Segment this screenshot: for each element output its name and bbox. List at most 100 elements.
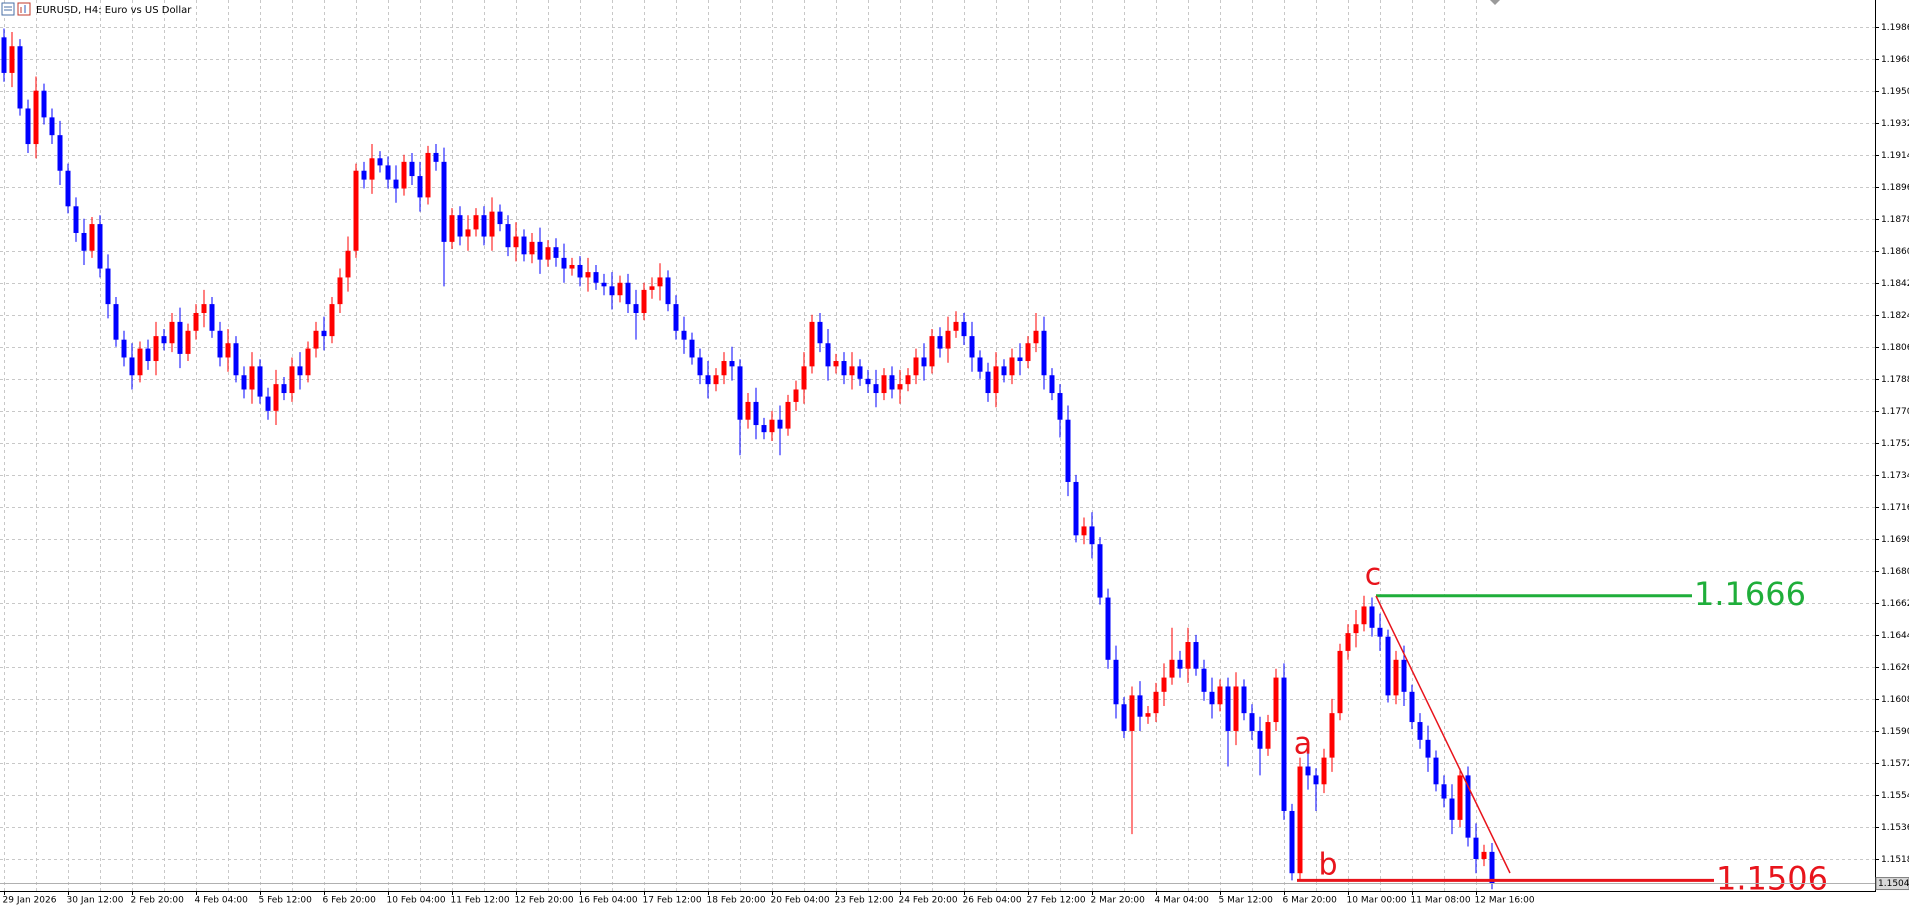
x-tick-label: 6 Feb 20:00: [323, 896, 377, 906]
candle-body: [945, 330, 951, 349]
y-tick-label: 1.17340: [1881, 471, 1909, 481]
candle-body: [1433, 757, 1439, 785]
candle-body: [1001, 366, 1007, 376]
candle-body: [745, 401, 751, 420]
candle-body: [641, 289, 647, 314]
candle-body: [825, 343, 831, 367]
candle-body: [1441, 784, 1447, 799]
candle-body: [1353, 624, 1359, 634]
candle-body: [1401, 659, 1407, 692]
candle-body: [193, 313, 199, 331]
candle-body: [897, 384, 903, 390]
candle-body: [41, 90, 47, 118]
candle-body: [329, 304, 335, 337]
candle-body: [1233, 686, 1239, 731]
candle-body: [257, 366, 263, 397]
candle-body: [121, 339, 127, 358]
candle-body: [377, 158, 383, 166]
candle-body: [57, 135, 63, 171]
candle-body: [537, 241, 543, 260]
candle-body: [1185, 642, 1191, 669]
candle-body: [1257, 730, 1263, 749]
candle-body: [1193, 642, 1199, 669]
x-tick-label: 10 Feb 04:00: [387, 896, 446, 906]
candle-body: [505, 224, 511, 248]
candle-body: [1273, 677, 1279, 723]
candle-body: [593, 272, 599, 283]
x-tick-label: 18 Feb 20:00: [707, 896, 766, 906]
candle-body: [1033, 330, 1039, 344]
x-tick-label: 2 Feb 20:00: [131, 896, 185, 906]
candle-body: [737, 366, 743, 420]
candle-body: [321, 330, 327, 337]
candle-body: [273, 384, 279, 411]
candle-body: [185, 330, 191, 354]
y-tick-label: 1.18240: [1881, 311, 1909, 321]
candle-body: [209, 304, 215, 331]
candle-body: [561, 257, 567, 269]
candle-body: [793, 389, 799, 402]
candle-body: [977, 357, 983, 372]
chart-icon[interactable]: [17, 2, 31, 16]
x-tick-label: 10 Mar 00:00: [1347, 896, 1407, 906]
candle-body: [865, 378, 871, 385]
candle-body: [833, 361, 839, 367]
axes: 1.15180 1.15360 1.15540 1.15720 1.15900 1.160…: [0, 23, 1909, 906]
y-tick-label: 1.16800: [1881, 567, 1909, 577]
candle-body: [1313, 775, 1319, 785]
candle-body: [1201, 668, 1207, 692]
overlay: 1.1666 1.1506 a b c: [1294, 558, 1828, 898]
x-tick-label: 12 Mar 16:00: [1475, 896, 1535, 906]
candle-body: [1345, 633, 1351, 651]
y-tick-label: 1.18600: [1881, 247, 1909, 257]
x-tick-label: 6 Mar 20:00: [1283, 896, 1338, 906]
candle-body: [1049, 375, 1055, 394]
candle-body: [921, 357, 927, 367]
candle-body: [553, 247, 559, 258]
candle-body: [1297, 766, 1303, 874]
candle-body: [841, 361, 847, 376]
candle-body: [425, 152, 431, 198]
x-tick-label: 5 Feb 12:00: [259, 896, 313, 906]
candle-body: [401, 161, 407, 189]
candle-body: [313, 330, 319, 349]
candle-body: [577, 264, 583, 278]
candle-body: [441, 161, 447, 242]
candle-body: [9, 46, 15, 73]
x-tick-label: 12 Feb 20:00: [515, 896, 574, 906]
y-tick-label: 1.15720: [1881, 759, 1909, 769]
y-tick-label: 1.18060: [1881, 343, 1909, 353]
y-tick-label: 1.17700: [1881, 407, 1909, 417]
candle-body: [489, 211, 495, 237]
y-tick-label: 1.16080: [1881, 695, 1909, 705]
candle-body: [681, 330, 687, 340]
candle-body: [1121, 704, 1127, 731]
candle-body: [993, 366, 999, 394]
x-tick-label: 23 Feb 12:00: [835, 896, 894, 906]
y-tick-label: 1.16620: [1881, 599, 1909, 609]
candle-body: [1369, 606, 1375, 628]
candle-body: [689, 339, 695, 358]
shift-marker[interactable]: [1490, 0, 1500, 5]
candle-body: [617, 282, 623, 296]
candle-body: [305, 348, 311, 376]
x-tick-label: 11 Feb 12:00: [451, 896, 510, 906]
candle-body: [529, 241, 535, 255]
candle-body: [1, 37, 7, 73]
grid: [0, 0, 1875, 891]
candle-body: [1217, 686, 1223, 705]
candle-body: [65, 170, 71, 207]
y-tick-label: 1.17520: [1881, 439, 1909, 449]
candle-body: [1057, 393, 1063, 420]
candle-body: [449, 215, 455, 242]
y-tick-label: 1.19140: [1881, 151, 1909, 161]
candle-body: [1409, 691, 1415, 723]
candle-body: [169, 321, 175, 344]
level-label: 1.1506: [1716, 859, 1828, 897]
window-icon[interactable]: [1, 2, 15, 16]
candle-body: [1425, 739, 1431, 758]
candle-body: [721, 361, 727, 376]
candle-body: [1169, 659, 1175, 678]
candle-body: [929, 336, 935, 367]
